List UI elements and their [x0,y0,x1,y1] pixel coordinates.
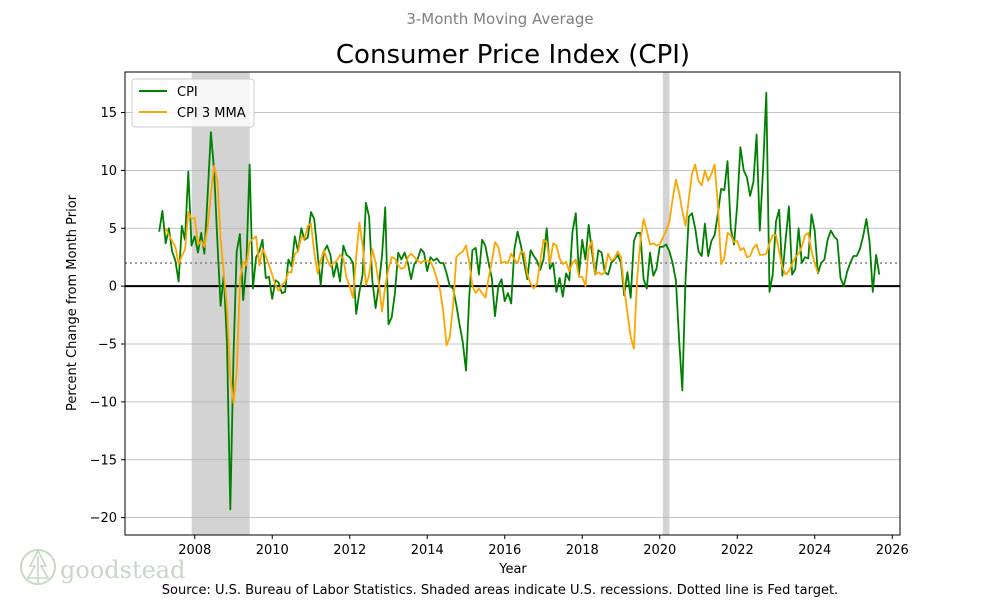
legend: CPI CPI 3 MMA [131,78,255,128]
legend-label-cpi: CPI [177,85,198,100]
plot-frame [124,71,901,536]
y-tick-label: 5 [109,222,117,237]
y-tick-label: −15 [90,453,117,468]
x-tick-label: 2020 [643,543,676,558]
x-tick-label: 2016 [488,543,521,558]
x-tick-label: 2010 [256,543,289,558]
chart-title: Consumer Price Index (CPI) [336,40,690,70]
series-lines [158,91,881,511]
plot-background [125,72,900,535]
y-tick-label: 15 [100,106,117,121]
recession-band-1 [662,72,670,535]
brand-logo: goodstead [20,549,185,585]
x-tick-label: 2012 [333,543,366,558]
x-tick-label: 2018 [566,543,599,558]
y-tick-label: 10 [100,164,117,179]
x-tick-label: 2026 [876,543,909,558]
x-tick-label: 2014 [411,543,444,558]
x-axis-label: Year [498,562,527,577]
y-tick-label: 0 [109,280,117,295]
plot-area [124,71,901,536]
pine-tree-icon [20,549,56,585]
x-tick-label: 2008 [178,543,211,558]
y-axis-ticks: −20 −15 −10 −5 0 5 10 15 [90,106,125,526]
series-line-cpi-3mma [164,163,819,404]
x-axis-ticks: 2008 2010 2012 2014 2016 2018 2020 2022 2024 2026 [178,535,909,558]
x-tick-label: 2022 [721,543,754,558]
chart-suptitle: 3-Month Moving Average [406,10,593,28]
y-tick-label: −5 [98,338,117,353]
brand-name: goodstead [60,556,185,584]
series-line-cpi [158,91,881,511]
y-tick-label: −20 [90,511,117,526]
source-note: Source: U.S. Bureau of Labor Statistics.… [162,583,838,598]
y-axis-label: Percent Change from Month Prior [65,194,80,411]
y-tick-label: −10 [90,395,117,410]
legend-label-cpi-3mma: CPI 3 MMA [177,106,246,121]
x-tick-label: 2024 [798,543,831,558]
